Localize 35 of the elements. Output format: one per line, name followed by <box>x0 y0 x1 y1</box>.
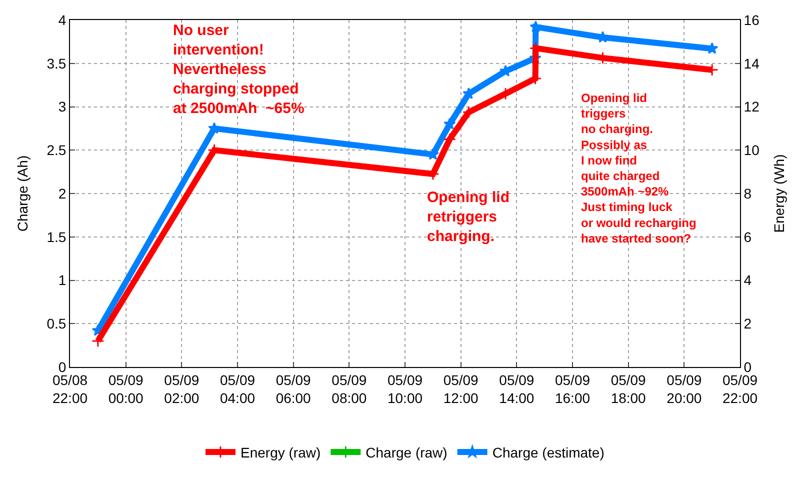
text: Opening lid triggers no charging. Possibly as I now find quite charged 3500mAh ~92% Just timing luck or would recharging have started soon? <box>581 91 696 246</box>
y-tick-label: 1.5 <box>46 228 66 245</box>
annotation: Opening lid retriggers charging. <box>427 189 510 245</box>
x-tick-label: 05/09 04:00 <box>220 372 256 406</box>
legend-label: Charge (raw) <box>366 444 448 460</box>
x-tick-label: 05/09 18:00 <box>610 372 646 406</box>
y-tick-label: 2 <box>58 185 66 202</box>
x-tick-label: 05/09 06:00 <box>276 372 312 406</box>
y-tick-label: 1 <box>58 272 66 288</box>
y2-tick-label: 12 <box>744 98 760 115</box>
y2-tick-label: 14 <box>744 55 760 72</box>
x-tick-label: 05/09 00:00 <box>108 372 144 406</box>
x-tick-label: 05/09 16:00 <box>554 372 590 406</box>
x-tick-label: 05/09 14:00 <box>499 372 534 406</box>
x-tick-label: 05/09 12:00 <box>443 372 479 406</box>
y-tick-label: 0.5 <box>46 316 66 332</box>
y2-tick-label: 10 <box>744 142 760 158</box>
y2-tick-label: 6 <box>744 228 752 245</box>
legend-label: Energy (raw) <box>240 444 321 460</box>
y-tick-label: 4 <box>58 12 66 28</box>
y-tick-label: 3.5 <box>46 55 66 72</box>
y-tick-label: 2.5 <box>46 142 66 158</box>
y2-axis-title: Energy (Wh) <box>770 154 787 233</box>
legend-label: Charge (estimate) <box>492 444 604 460</box>
x-tick-label: 05/09 20:00 <box>666 372 702 406</box>
y-axis-title: Charge (Ah) <box>14 155 30 232</box>
x-tick-label: 05/09 10:00 <box>387 372 423 406</box>
annotation: No user intervention! Nevertheless charging stopped at 2500mAh ~65% <box>173 22 304 117</box>
y2-tick-label: 8 <box>744 185 752 202</box>
x-tick-label: 05/09 02:00 <box>164 372 200 406</box>
y2-tick-label: 4 <box>744 272 752 288</box>
y-tick-label: 3 <box>58 98 66 115</box>
x-tick-label: 05/09 08:00 <box>332 372 367 406</box>
y2-tick-label: 16 <box>744 12 760 28</box>
y2-tick-label: 2 <box>744 316 752 332</box>
